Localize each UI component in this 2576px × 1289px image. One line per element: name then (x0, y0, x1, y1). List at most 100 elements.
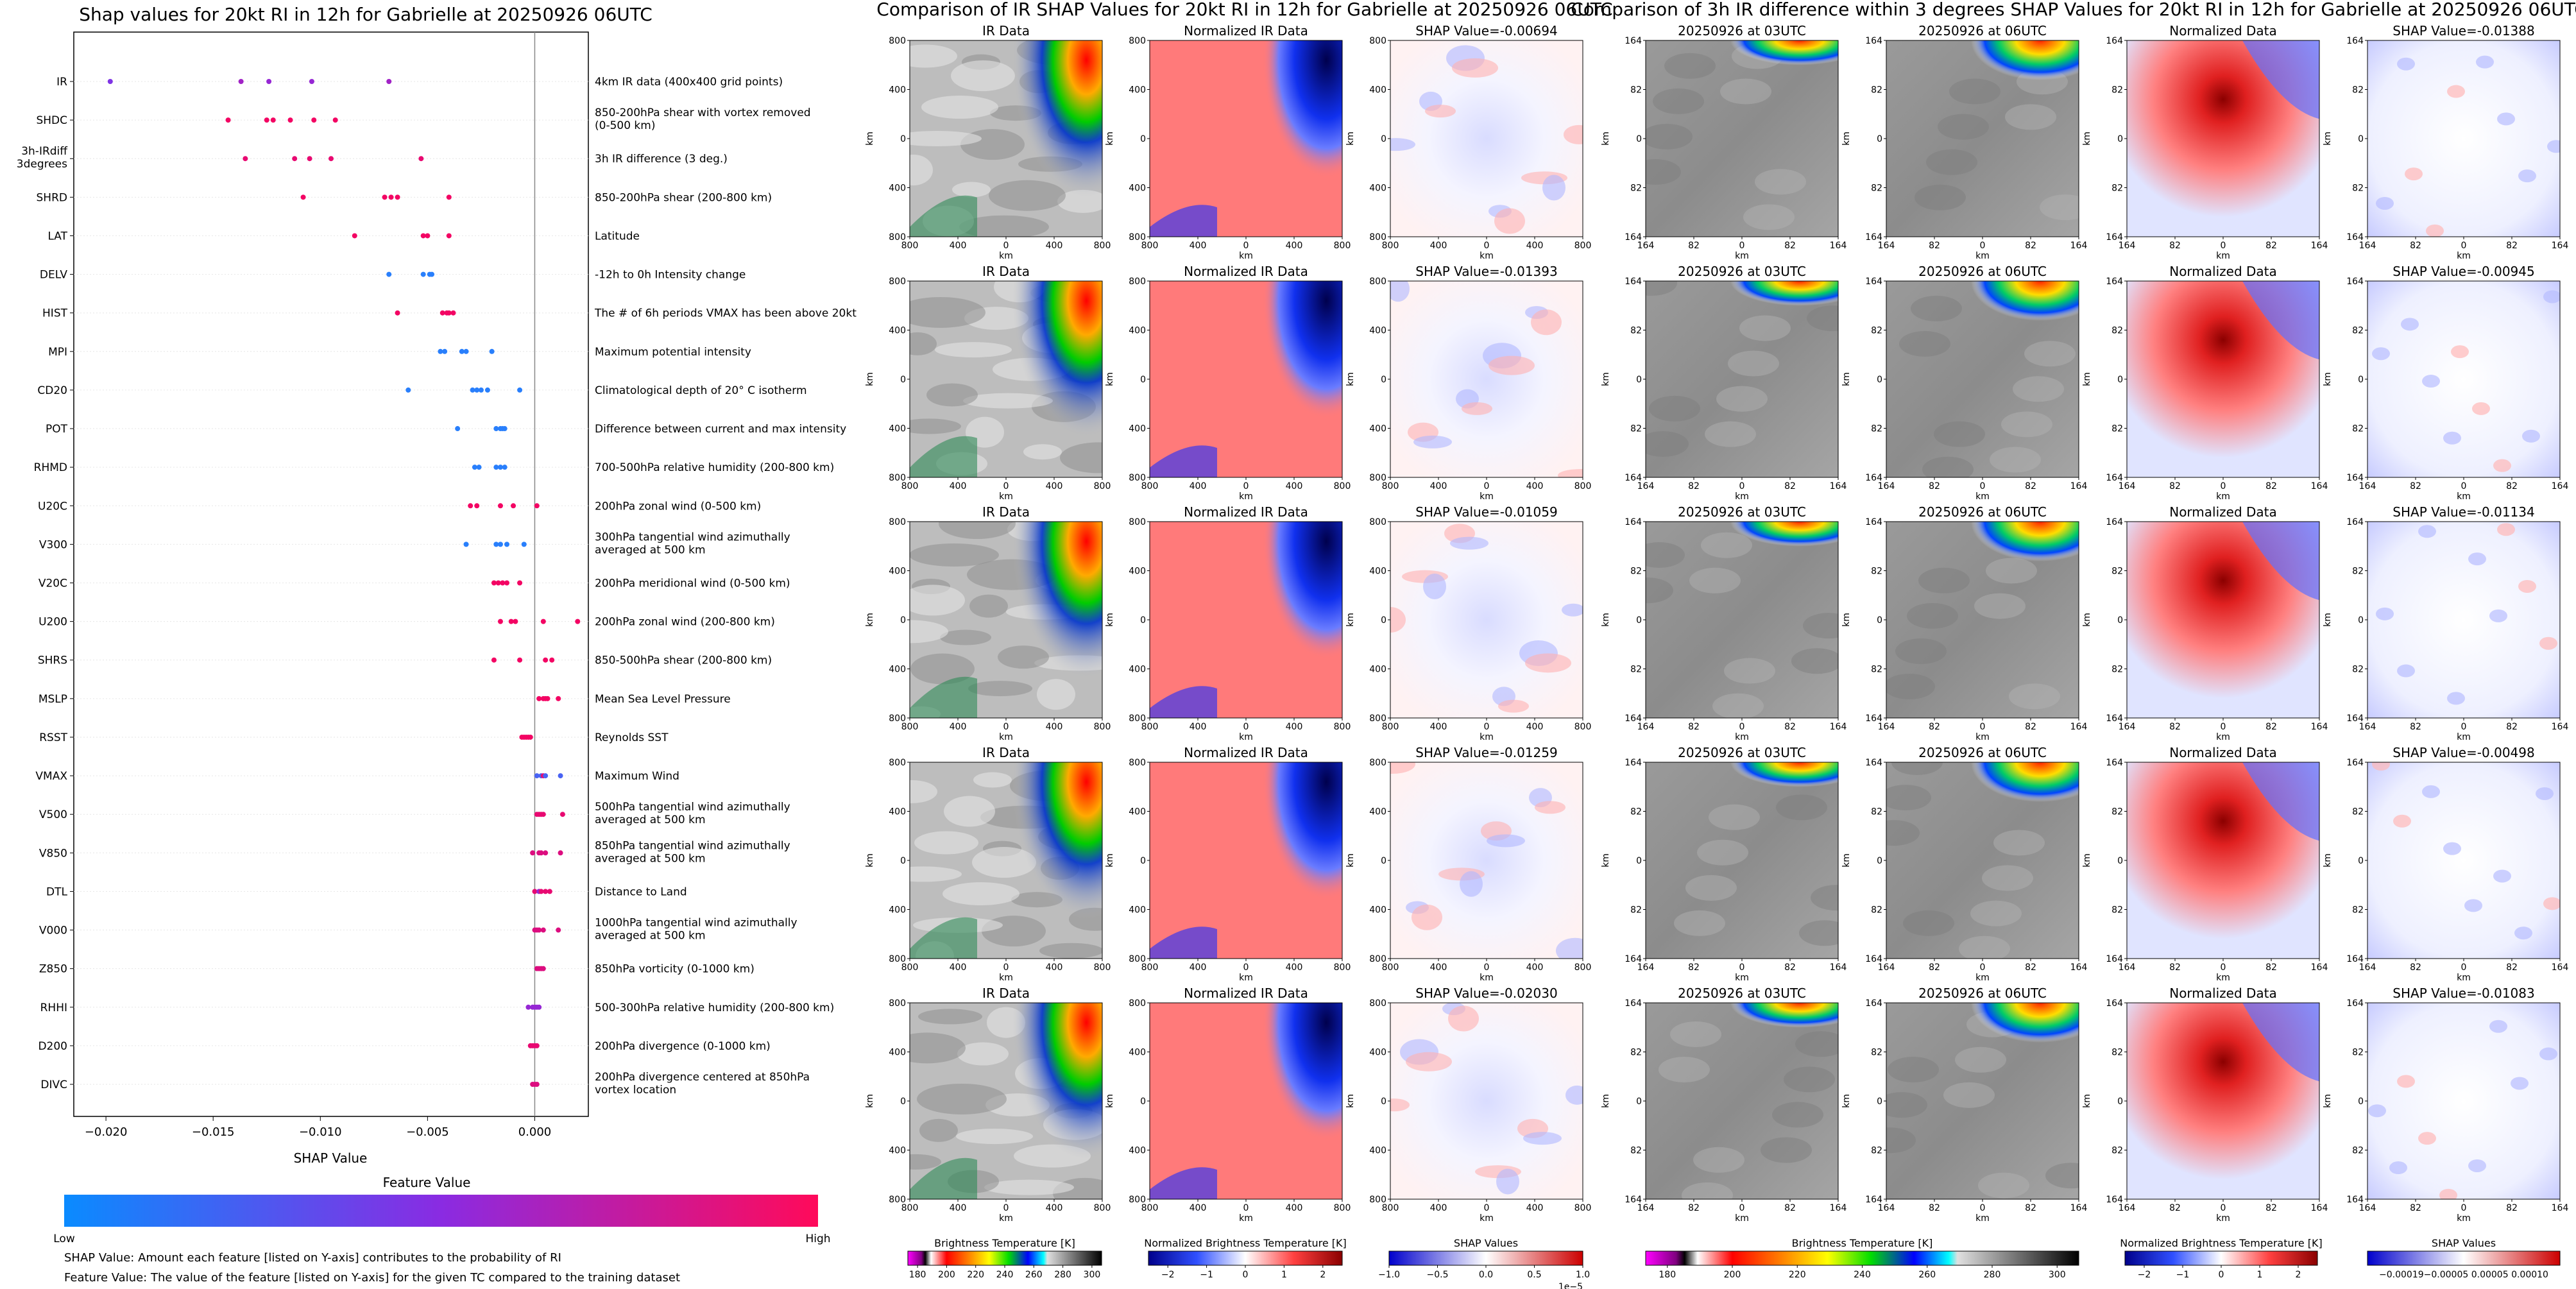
subplot-image (1390, 281, 1583, 477)
colorbar-tick-label: 220 (1789, 1270, 1806, 1280)
y-tick-label: 0 (1877, 375, 1882, 385)
shap-point (525, 1004, 531, 1010)
y-tick-label: 800 (889, 36, 906, 46)
shap-point (536, 1004, 542, 1010)
y-tick-label: 400 (1129, 905, 1146, 916)
x-tick-label: 800 (1382, 962, 1399, 973)
feature-name: D200 (38, 1040, 67, 1053)
y-tick-label: 164 (1865, 758, 1882, 768)
feature-name: POT (46, 423, 68, 436)
y-tick-label: 0 (1636, 856, 1642, 866)
image-subplot: SHAP Value=-0.01134164164828200828216416… (2323, 504, 2568, 742)
x-tick-label: 0 (2461, 241, 2467, 251)
x-tick-label: 800 (1334, 241, 1351, 251)
y-tick-label: 82 (2352, 184, 2364, 194)
x-tick-label: 164 (2070, 1203, 2088, 1213)
feature-row: MPI Maximum potential intensity (48, 346, 751, 359)
x-axis-label: km (999, 1213, 1013, 1224)
y-tick-label: 0 (1381, 856, 1386, 866)
x-tick-label: 0 (1484, 481, 1490, 491)
subplot-title: 20250926 at 06UTC (1918, 23, 2047, 38)
shap-x-axis-ticks: −0.020 −0.015 −0.010 −0.005 0.000 (85, 1116, 551, 1139)
y-tick-label: 400 (1129, 85, 1146, 96)
y-tick-label: 400 (1369, 85, 1386, 96)
shap-point (517, 387, 523, 393)
y-tick-label: 400 (1369, 905, 1386, 916)
y-tick-label: 164 (2106, 1195, 2123, 1205)
feature-row: CD20 Climatological depth of 20° C isothe… (37, 384, 806, 397)
x-tick-label: 82 (1784, 722, 1796, 732)
shap-point (478, 387, 484, 393)
x-tick-label: 800 (1574, 1203, 1592, 1213)
y-tick-label: 82 (1871, 807, 1882, 817)
y-tick-label: 800 (1369, 1195, 1386, 1205)
shap-point (534, 773, 540, 779)
feature-name: 3h-IRdiff 3degrees (17, 145, 69, 171)
x-tick-label: 82 (1929, 1203, 1940, 1213)
y-tick-label: 0 (1140, 134, 1146, 144)
subplot-title: 20250926 at 03UTC (1678, 23, 1806, 38)
y-tick-label: 0 (1636, 134, 1642, 144)
y-tick-label: 400 (1369, 326, 1386, 336)
y-tick-label: 0 (2358, 375, 2364, 385)
shap-point (472, 465, 477, 470)
shap-point (575, 619, 581, 624)
subplot-image (910, 522, 1102, 718)
shap-point (292, 156, 298, 162)
x-tick-label: 82 (2506, 1203, 2518, 1213)
feature-description: 200hPa divergence centered at 850hPa vort… (595, 1071, 810, 1097)
y-tick-label: 164 (1865, 713, 1882, 724)
x-tick-label: 164 (1637, 241, 1655, 251)
shap-point (459, 348, 465, 354)
shap-point (493, 542, 499, 547)
y-tick-label: 0 (1381, 375, 1386, 385)
y-tick-label: 800 (1369, 998, 1386, 1009)
y-axis-label: km (1841, 613, 1852, 627)
x-tick-label: 800 (1141, 1203, 1159, 1213)
y-tick-label: 400 (889, 424, 906, 434)
image-subplot: 20250926 at 03UTC1641648282008282164164k… (1601, 745, 1847, 983)
shap-point (549, 657, 555, 663)
y-tick-label: 82 (2111, 905, 2123, 916)
y-axis-label: km (2082, 1094, 2092, 1108)
x-tick-label: 164 (1830, 962, 1847, 973)
shap-point (540, 927, 546, 933)
x-tick-label: 82 (2169, 1203, 2181, 1213)
x-tick-label: 164 (1878, 241, 1895, 251)
subplot-image (2127, 1003, 2319, 1199)
x-tick-label: 164 (2311, 722, 2328, 732)
shap-point (536, 927, 542, 933)
colorbar-tick-label: −2 (2138, 1270, 2151, 1280)
subplot-image (2127, 762, 2319, 959)
ir-diff-colorbars: Brightness Temperature [K] 180 200 220 240 26… (1645, 1237, 2561, 1280)
y-axis-label: km (1105, 132, 1115, 146)
x-tick-label: 82 (1688, 1203, 1700, 1213)
colorbar-tick-label: −1 (1200, 1270, 1213, 1280)
y-tick-label: 400 (889, 567, 906, 577)
x-axis-label: km (1239, 251, 1253, 261)
y-axis-label: km (1601, 613, 1611, 627)
shap-point (527, 734, 533, 740)
y-tick-label: 400 (889, 184, 906, 194)
x-axis-label: km (1239, 973, 1253, 983)
subplot-image (910, 281, 1102, 477)
x-tick-label: 164 (1878, 1203, 1895, 1213)
y-tick-label: 82 (1871, 665, 1882, 675)
x-axis-label: km (1239, 732, 1253, 742)
x-tick-label: 400 (1046, 241, 1063, 251)
shap-point (495, 580, 501, 586)
image-subplot: SHAP Value=-0.02030800800400400004004008… (1345, 986, 1591, 1224)
x-tick-label: 400 (1190, 722, 1207, 732)
image-subplot: Normalized Data1641648282008282164164kmk… (2082, 264, 2328, 502)
y-tick-label: 0 (2117, 375, 2123, 385)
feature-name: V20C (38, 577, 67, 590)
colorbar-label: Normalized Brightness Temperature [K] (1144, 1237, 1347, 1249)
x-tick-label: 164 (2311, 241, 2328, 251)
footnote-feature-value: Feature Value: The value of the feature … (64, 1271, 680, 1285)
x-axis-label: km (999, 973, 1013, 983)
x-tick-label: 82 (1784, 241, 1796, 251)
subplot-image (910, 762, 1102, 959)
y-tick-label: 800 (1369, 473, 1386, 483)
x-tick-label: 82 (2025, 481, 2036, 491)
image-subplot: SHAP Value=-0.00498164164828200828216416… (2323, 745, 2568, 983)
